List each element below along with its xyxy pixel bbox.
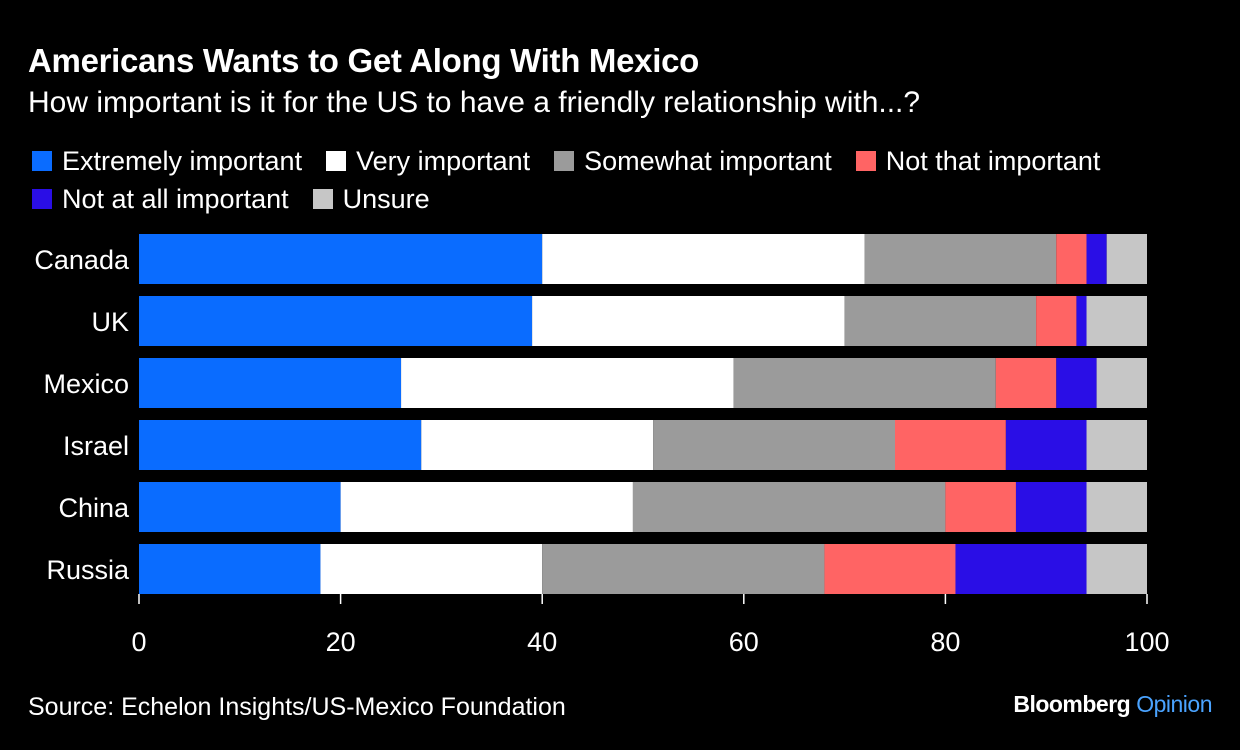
legend-swatch xyxy=(855,151,876,171)
legend-swatch xyxy=(554,151,575,171)
legend-item-not-that-important: Not that important xyxy=(855,145,1101,176)
legend-item-not-at-all-important: Not at all important xyxy=(32,184,289,214)
category-label-uk: UK xyxy=(91,307,129,337)
category-label-china: China xyxy=(58,493,130,523)
bar-segment-russia-unsure xyxy=(1086,544,1147,594)
bar-segment-israel-not-that-important xyxy=(895,420,1006,470)
bar-segment-mexico-somewhat-important xyxy=(733,358,996,408)
bar-segment-uk-somewhat-important xyxy=(844,296,1037,346)
legend-label: Very important xyxy=(356,145,531,176)
bar-segment-china-extremely-important xyxy=(139,482,341,532)
legend-swatch xyxy=(312,189,333,209)
bar-segment-canada-somewhat-important xyxy=(864,234,1057,284)
bar-segment-uk-not-at-all-important xyxy=(1076,296,1087,346)
bar-segment-china-not-that-important xyxy=(945,482,1016,532)
bar-segment-uk-very-important xyxy=(532,296,845,346)
bar-segment-canada-extremely-important xyxy=(139,234,543,284)
x-tick-label: 60 xyxy=(729,627,759,657)
category-label-israel: Israel xyxy=(63,431,129,461)
category-label-canada: Canada xyxy=(34,245,130,275)
bar-segment-mexico-extremely-important xyxy=(139,358,402,408)
category-label-mexico: Mexico xyxy=(43,369,129,399)
x-tick-label: 100 xyxy=(1124,627,1169,657)
bar-segment-mexico-unsure xyxy=(1096,358,1147,408)
x-tick-label: 40 xyxy=(527,627,557,657)
legend-label: Extremely important xyxy=(62,145,303,176)
legend-swatch xyxy=(32,189,52,209)
bar-segment-russia-very-important xyxy=(320,544,543,594)
bar-segment-china-somewhat-important xyxy=(632,482,946,532)
legend-swatch xyxy=(326,151,347,171)
bar-segment-uk-extremely-important xyxy=(139,296,533,346)
bar-segment-mexico-not-that-important xyxy=(995,358,1057,408)
brand-name: Bloomberg xyxy=(1013,691,1131,717)
bar-segment-israel-very-important xyxy=(421,420,654,470)
bar-segment-canada-unsure xyxy=(1106,234,1147,284)
legend-label: Not that important xyxy=(885,145,1101,176)
bar-segment-china-very-important xyxy=(340,482,633,532)
bar-segment-russia-not-that-important xyxy=(824,544,956,594)
bar-segment-canada-not-that-important xyxy=(1056,234,1087,284)
bar-segment-israel-not-at-all-important xyxy=(1005,420,1087,470)
bar-segment-china-not-at-all-important xyxy=(1015,482,1087,532)
legend-item-very-important: Very important xyxy=(326,146,530,176)
x-tick-label: 20 xyxy=(326,627,356,657)
legend-item-extremely-important: Extremely important xyxy=(32,146,302,176)
legend-label: Not at all important xyxy=(62,183,289,214)
bar-segment-russia-not-at-all-important xyxy=(955,544,1087,594)
brand-logo: Bloomberg Opinion xyxy=(1013,691,1212,718)
bar-segment-uk-not-that-important xyxy=(1036,296,1077,346)
bar-segment-canada-very-important xyxy=(542,234,865,284)
brand-section: Opinion xyxy=(1136,691,1212,717)
x-tick-label: 80 xyxy=(930,627,960,657)
legend: Extremely important Very important Somewha… xyxy=(32,146,1222,214)
legend-item-somewhat-important: Somewhat important xyxy=(554,146,832,176)
x-tick-label: 0 xyxy=(131,627,146,657)
bar-segment-israel-extremely-important xyxy=(139,420,422,470)
bar-segment-uk-unsure xyxy=(1086,296,1147,346)
chart-title: Americans Wants to Get Along With Mexico xyxy=(28,42,699,79)
legend-swatch xyxy=(32,151,52,171)
bar-segment-canada-not-at-all-important xyxy=(1086,234,1107,284)
category-label-russia: Russia xyxy=(46,555,130,585)
bar-segment-russia-extremely-important xyxy=(139,544,321,594)
bar-segment-mexico-not-at-all-important xyxy=(1056,358,1097,408)
legend-item-unsure: Unsure xyxy=(312,183,430,214)
legend-label: Unsure xyxy=(342,183,430,214)
bar-segment-israel-unsure xyxy=(1086,420,1147,470)
source-note: Source: Echelon Insights/US-Mexico Found… xyxy=(28,693,566,721)
bar-segment-china-unsure xyxy=(1086,482,1147,532)
legend-label: Somewhat important xyxy=(584,145,832,176)
bar-segment-russia-somewhat-important xyxy=(542,544,825,594)
chart-subtitle: How important is it for the US to have a… xyxy=(28,86,921,119)
bar-segment-mexico-very-important xyxy=(401,358,734,408)
bar-segment-israel-somewhat-important xyxy=(653,420,895,470)
